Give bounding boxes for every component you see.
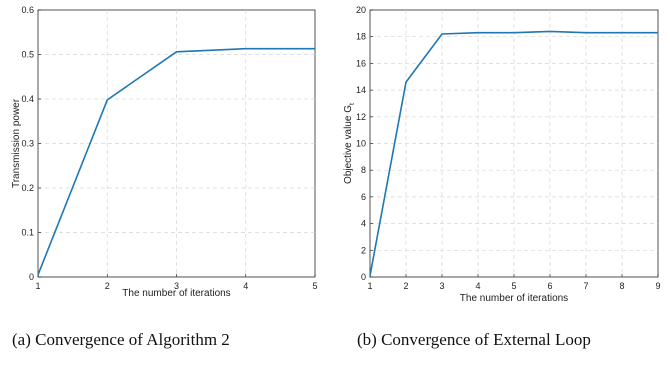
a-y-tick-label: 0.1	[21, 228, 34, 238]
chart-a-x-ticks: 1 2 3 4 5	[35, 274, 318, 291]
chart-a-y-ticks: 0 0.1 0.2 0.3 0.4 0.5 0.6	[21, 5, 41, 282]
chart-b-x-ticks: 1 2 3 4 5 6 7 8 9	[367, 274, 661, 291]
a-y-tick-label: 0.6	[21, 5, 34, 15]
b-y-tick-label: 18	[356, 32, 366, 42]
a-x-tick-label: 5	[312, 281, 317, 291]
b-x-tick-label: 3	[439, 281, 444, 291]
chart-b-grid	[370, 10, 658, 277]
b-x-tick-label: 2	[403, 281, 408, 291]
chart-a-points	[37, 48, 316, 275]
chart-b-points	[369, 31, 659, 276]
b-x-tick-label: 1	[367, 281, 372, 291]
chart-b-y-axis-label-subscript: t	[349, 103, 356, 105]
a-y-tick-label: 0.3	[21, 139, 34, 149]
b-x-tick-label: 5	[511, 281, 516, 291]
b-x-tick-label: 4	[475, 281, 480, 291]
a-x-tick-label: 1	[35, 281, 40, 291]
b-y-tick-label: 8	[361, 165, 366, 175]
chart-a-grid	[38, 10, 315, 277]
a-x-tick-label: 3	[174, 281, 179, 291]
chart-b-y-axis-label: Objective value Gt	[343, 103, 356, 184]
a-y-tick-label: 0.2	[21, 183, 34, 193]
b-y-tick-label: 20	[356, 5, 366, 15]
b-y-tick-label: 0	[361, 272, 366, 282]
b-x-tick-label: 8	[619, 281, 624, 291]
caption-b: (b) Convergence of External Loop	[357, 330, 591, 349]
caption-a: (a) Convergence of Algorithm 2	[12, 330, 230, 349]
chart-a-x-axis-label: The number of iterations	[122, 288, 230, 299]
a-x-tick-label: 2	[105, 281, 110, 291]
a-y-tick-label: 0	[29, 272, 34, 282]
b-y-tick-label: 10	[356, 139, 366, 149]
a-y-tick-label: 0.5	[21, 50, 34, 60]
b-x-tick-label: 9	[655, 281, 660, 291]
b-x-tick-label: 7	[583, 281, 588, 291]
chart-a-series-line	[37, 47, 315, 276]
a-y-tick-label: 0.4	[21, 94, 34, 104]
chart-b-x-axis-label: The number of iterations	[460, 293, 568, 304]
chart-a-y-axis-label: Transmission power	[11, 98, 22, 188]
b-y-tick-label: 14	[356, 85, 366, 95]
b-x-tick-label: 6	[547, 281, 552, 291]
b-y-tick-label: 6	[361, 192, 366, 202]
b-y-tick-label: 16	[356, 58, 366, 68]
b-y-tick-label: 12	[356, 112, 366, 122]
b-y-tick-label: 2	[361, 245, 366, 255]
a-x-tick-label: 4	[243, 281, 248, 291]
chart-b-y-ticks: 0 2 4 6 8 10 12 14 16 18 20	[356, 5, 373, 282]
chart-a: 1 2 3 4 5 0 0.1 0.2 0.3 0.4 0.5 0.6 The number of …	[11, 5, 318, 299]
b-y-tick-label: 4	[361, 219, 366, 229]
chart-b-y-axis-label-main: Objective value G	[343, 105, 354, 184]
